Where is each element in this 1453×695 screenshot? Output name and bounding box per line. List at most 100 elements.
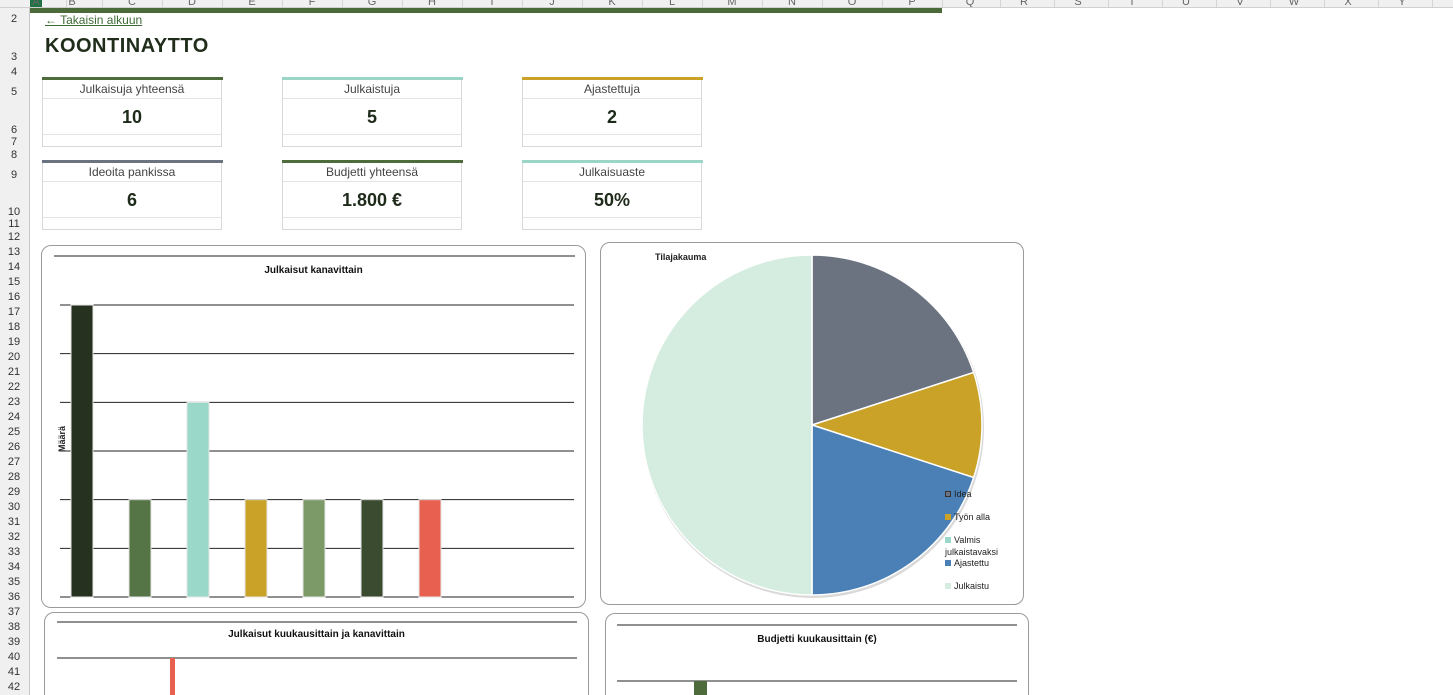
chart-posts-by-channel[interactable]: Julkaisut kanavittain Määrä: [41, 245, 586, 608]
row-number[interactable]: 41: [7, 666, 21, 678]
kpi-label: Julkaistuja: [283, 80, 461, 99]
chart-title: Tilajakauma: [655, 252, 707, 262]
row-number[interactable]: 23: [7, 396, 21, 408]
column-letter[interactable]: I: [490, 0, 494, 8]
legend-item-idea: Idea: [945, 489, 1023, 500]
legend-swatch: [945, 560, 951, 566]
kpi-publish-rate: Julkaisuaste 50%: [522, 160, 703, 230]
column-letter[interactable]: N: [788, 0, 796, 8]
column-letter[interactable]: A: [32, 0, 40, 8]
legend-item-scheduled: Ajastettu: [945, 558, 1023, 569]
column-letter[interactable]: G: [367, 0, 377, 8]
row-number[interactable]: 35: [7, 576, 21, 588]
row-number[interactable]: 3: [10, 51, 18, 63]
row-number[interactable]: 25: [7, 426, 21, 438]
pie-slice[interactable]: [811, 254, 975, 427]
row-number[interactable]: 33: [7, 546, 21, 558]
column-letter[interactable]: V: [1236, 0, 1244, 8]
column-letter[interactable]: K: [608, 0, 616, 8]
column-separator: [462, 0, 463, 7]
row-number[interactable]: 4: [10, 66, 18, 78]
row-number[interactable]: 31: [7, 516, 21, 528]
row-number[interactable]: 29: [7, 486, 21, 498]
row-number[interactable]: 13: [7, 246, 21, 258]
row-number[interactable]: 38: [7, 621, 21, 633]
row-number[interactable]: 42: [7, 681, 21, 693]
row-number[interactable]: 2: [10, 13, 18, 25]
row-number[interactable]: 5: [10, 86, 18, 98]
column-letter[interactable]: C: [128, 0, 136, 8]
row-number[interactable]: 34: [7, 561, 21, 573]
legend-item-ready: Valmis julkaistavaksi: [945, 534, 1017, 558]
back-to-start-link[interactable]: ← Takaisin alkuun: [45, 13, 143, 27]
row-number[interactable]: 10: [7, 206, 21, 218]
chart-status-distribution[interactable]: Tilajakauma Idea Työn alla Valmis julkai…: [600, 242, 1024, 605]
row-number[interactable]: 11: [8, 218, 20, 230]
row-number[interactable]: 27: [7, 456, 21, 468]
row-number[interactable]: 26: [7, 441, 21, 453]
row-number[interactable]: 15: [7, 276, 21, 288]
column-separator: [762, 0, 763, 7]
row-number[interactable]: 36: [7, 591, 21, 603]
row-number[interactable]: 40: [7, 651, 21, 663]
row-number[interactable]: 20: [7, 351, 21, 363]
chart-budget-by-month[interactable]: Budjetti kuukausittain (€): [605, 613, 1029, 695]
column-letter[interactable]: P: [908, 0, 916, 8]
kpi-ideas: Ideoita pankissa 6: [42, 160, 223, 230]
kpi-value: 6: [43, 182, 221, 218]
kpi-accent-bar: [42, 160, 223, 163]
bar[interactable]: [360, 499, 384, 598]
row-number[interactable]: 37: [7, 606, 21, 618]
column-letter[interactable]: U: [1182, 0, 1190, 8]
bar[interactable]: [418, 499, 442, 598]
bar[interactable]: [70, 304, 94, 598]
column-letter[interactable]: F: [308, 0, 316, 8]
row-number[interactable]: 39: [7, 636, 21, 648]
bar[interactable]: [186, 401, 210, 598]
column-letter[interactable]: D: [188, 0, 196, 8]
column-letter[interactable]: Y: [1398, 0, 1406, 8]
column-letter[interactable]: R: [1020, 0, 1028, 8]
row-number[interactable]: 22: [7, 381, 21, 393]
column-letter[interactable]: S: [1074, 0, 1082, 8]
row-number[interactable]: 6: [10, 124, 18, 136]
chart-posts-by-month-and-channel[interactable]: Julkaisut kuukausittain ja kanavittain: [44, 612, 589, 695]
row-number[interactable]: 24: [7, 411, 21, 423]
bar[interactable]: [244, 499, 268, 598]
row-number[interactable]: 32: [7, 531, 21, 543]
column-letter[interactable]: H: [428, 0, 436, 8]
pie-slice[interactable]: [641, 254, 813, 596]
column-letter[interactable]: W: [1288, 0, 1300, 8]
row-number[interactable]: 19: [7, 336, 21, 348]
row-number[interactable]: 16: [7, 291, 21, 303]
column-letter[interactable]: E: [248, 0, 256, 8]
kpi-accent-bar: [522, 160, 703, 163]
row-number[interactable]: 9: [10, 169, 18, 181]
legend-label: Julkaistu: [954, 581, 990, 591]
row-number[interactable]: 12: [7, 231, 21, 243]
pie-slice[interactable]: [811, 423, 975, 596]
column-letter[interactable]: B: [68, 0, 76, 8]
row-number[interactable]: 7: [10, 136, 18, 148]
column-separator: [282, 0, 283, 7]
column-separator: [1378, 0, 1379, 7]
bar[interactable]: [302, 499, 326, 598]
column-letter[interactable]: O: [847, 0, 857, 8]
bar[interactable]: [128, 499, 152, 598]
row-number[interactable]: 17: [7, 306, 21, 318]
page-title: KOONTINAYTTO: [45, 35, 209, 57]
column-letter[interactable]: T: [1128, 0, 1136, 8]
row-number[interactable]: 14: [7, 261, 21, 273]
row-number[interactable]: 18: [7, 321, 21, 333]
row-number[interactable]: 8: [10, 149, 18, 161]
column-letter[interactable]: M: [727, 0, 737, 8]
column-letter[interactable]: J: [549, 0, 555, 8]
row-number[interactable]: 28: [7, 471, 21, 483]
kpi-accent-bar: [282, 160, 463, 163]
row-number[interactable]: 30: [7, 501, 21, 513]
column-letter[interactable]: X: [1344, 0, 1352, 8]
row-number[interactable]: 21: [7, 366, 21, 378]
pie-slice[interactable]: [809, 371, 983, 479]
column-letter[interactable]: L: [668, 0, 676, 8]
column-letter[interactable]: Q: [965, 0, 975, 8]
